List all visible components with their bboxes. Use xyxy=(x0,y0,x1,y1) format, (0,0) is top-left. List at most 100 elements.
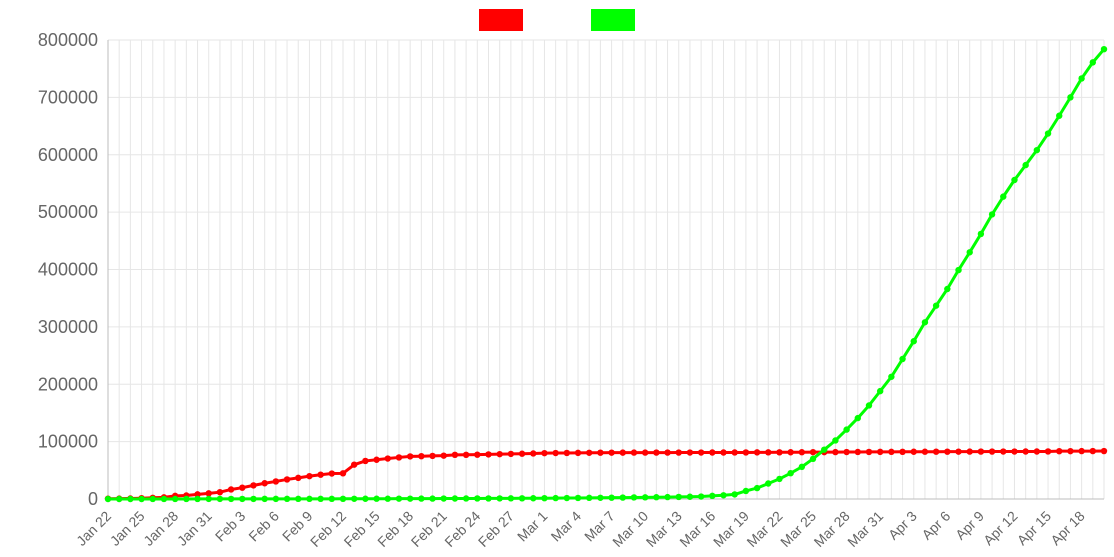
data-point[interactable] xyxy=(138,495,145,503)
data-point[interactable] xyxy=(1011,176,1018,184)
data-point[interactable] xyxy=(966,448,973,455)
data-point[interactable] xyxy=(1000,193,1007,200)
data-point[interactable] xyxy=(742,449,750,456)
data-point[interactable] xyxy=(854,414,861,422)
data-point[interactable] xyxy=(832,437,839,444)
data-point[interactable] xyxy=(485,495,492,502)
data-point[interactable] xyxy=(272,478,280,485)
data-point[interactable] xyxy=(1056,447,1063,455)
data-point[interactable] xyxy=(619,494,626,501)
data-point[interactable] xyxy=(1044,448,1052,455)
data-point[interactable] xyxy=(697,449,705,456)
data-point[interactable] xyxy=(552,494,559,502)
data-point[interactable] xyxy=(709,492,716,500)
data-point[interactable] xyxy=(317,471,324,478)
data-point[interactable] xyxy=(1022,161,1029,169)
data-point[interactable] xyxy=(921,448,929,455)
data-point[interactable] xyxy=(306,495,313,503)
data-point[interactable] xyxy=(753,449,761,456)
data-point[interactable] xyxy=(563,494,571,502)
data-point[interactable] xyxy=(496,450,503,458)
data-point[interactable] xyxy=(406,495,414,502)
data-point[interactable] xyxy=(104,495,112,503)
data-point[interactable] xyxy=(709,449,716,456)
data-point[interactable] xyxy=(977,230,985,238)
data-point[interactable] xyxy=(1033,448,1041,455)
data-point[interactable] xyxy=(373,495,380,502)
data-point[interactable] xyxy=(272,495,280,503)
legend-swatch-0[interactable] xyxy=(479,9,523,31)
data-point[interactable] xyxy=(160,495,168,503)
data-point[interactable] xyxy=(597,449,604,456)
data-point[interactable] xyxy=(966,249,973,256)
data-point[interactable] xyxy=(283,476,291,483)
data-point[interactable] xyxy=(239,495,246,503)
data-point[interactable] xyxy=(205,490,212,497)
data-point[interactable] xyxy=(944,448,951,455)
data-point[interactable] xyxy=(1089,59,1097,66)
data-point[interactable] xyxy=(798,449,806,456)
data-point[interactable] xyxy=(339,495,347,503)
data-point[interactable] xyxy=(608,494,615,501)
data-point[interactable] xyxy=(910,448,917,455)
data-point[interactable] xyxy=(977,448,985,455)
data-point[interactable] xyxy=(474,451,481,458)
data-point[interactable] xyxy=(496,495,503,502)
data-point[interactable] xyxy=(283,495,291,503)
data-point[interactable] xyxy=(563,449,571,457)
data-point[interactable] xyxy=(1089,447,1097,455)
data-point[interactable] xyxy=(720,492,727,499)
data-point[interactable] xyxy=(351,461,358,468)
data-point[interactable] xyxy=(675,449,682,456)
data-point[interactable] xyxy=(765,449,772,456)
data-point[interactable] xyxy=(373,456,380,463)
data-point[interactable] xyxy=(541,495,548,502)
data-point[interactable] xyxy=(351,495,358,502)
data-point[interactable] xyxy=(932,302,940,309)
data-point[interactable] xyxy=(955,448,962,455)
data-point[interactable] xyxy=(876,387,884,395)
data-point[interactable] xyxy=(462,451,470,459)
data-point[interactable] xyxy=(1033,146,1041,154)
data-point[interactable] xyxy=(183,495,190,503)
data-point[interactable] xyxy=(395,454,403,461)
data-point[interactable] xyxy=(1067,94,1074,101)
data-point[interactable] xyxy=(854,448,861,456)
data-point[interactable] xyxy=(429,495,436,502)
data-point[interactable] xyxy=(127,495,134,503)
data-point[interactable] xyxy=(641,494,649,501)
data-point[interactable] xyxy=(597,494,604,501)
data-point[interactable] xyxy=(541,449,548,457)
data-point[interactable] xyxy=(888,448,895,456)
data-point[interactable] xyxy=(328,470,336,477)
data-point[interactable] xyxy=(921,319,929,326)
data-point[interactable] xyxy=(216,495,224,503)
data-point[interactable] xyxy=(1011,448,1018,455)
data-point[interactable] xyxy=(384,495,391,502)
data-point[interactable] xyxy=(809,455,817,463)
data-point[interactable] xyxy=(530,495,537,502)
data-point[interactable] xyxy=(429,452,436,460)
data-point[interactable] xyxy=(686,493,694,500)
data-point[interactable] xyxy=(988,448,996,455)
data-point[interactable] xyxy=(451,451,459,459)
legend-swatch-1[interactable] xyxy=(591,9,635,31)
data-point[interactable] xyxy=(932,448,940,455)
data-point[interactable] xyxy=(552,449,559,457)
data-point[interactable] xyxy=(261,495,268,503)
data-point[interactable] xyxy=(115,495,123,503)
data-point[interactable] xyxy=(295,474,302,482)
data-point[interactable] xyxy=(753,484,761,492)
data-point[interactable] xyxy=(306,472,313,480)
data-point[interactable] xyxy=(530,450,537,457)
data-point[interactable] xyxy=(474,495,481,502)
data-point[interactable] xyxy=(843,426,850,433)
data-point[interactable] xyxy=(250,482,257,489)
data-point[interactable] xyxy=(574,494,582,502)
data-point[interactable] xyxy=(507,495,515,502)
data-point[interactable] xyxy=(149,495,156,503)
data-point[interactable] xyxy=(328,495,336,503)
data-point[interactable] xyxy=(697,493,705,500)
data-point[interactable] xyxy=(1100,45,1108,53)
data-point[interactable] xyxy=(608,449,615,456)
